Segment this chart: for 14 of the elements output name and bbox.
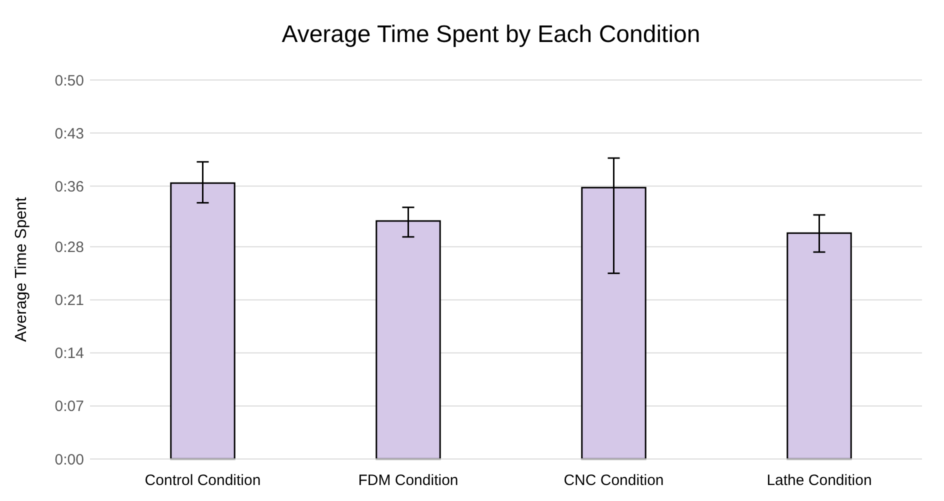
y-tick-label: 0:50 (54, 72, 84, 90)
y-tick-label: 0:07 (54, 398, 84, 416)
y-tick-label: 0:00 (54, 451, 84, 468)
y-tick-label: 0:43 (54, 125, 84, 142)
y-axis-title: Average Time Spent (13, 196, 30, 342)
chart-title: Average Time Spent by Each Condition (282, 21, 700, 48)
y-tick-label: 0:21 (54, 292, 84, 310)
x-tick-label: Lathe Condition (766, 472, 872, 489)
y-tick-label: 0:28 (54, 239, 84, 256)
x-tick-label: FDM Condition (358, 472, 458, 489)
x-tick-label: Control Condition (144, 472, 261, 489)
x-tick-label: CNC Condition (564, 472, 664, 489)
y-tick-label: 0:14 (54, 345, 84, 362)
y-tick-label: 0:36 (54, 178, 84, 196)
